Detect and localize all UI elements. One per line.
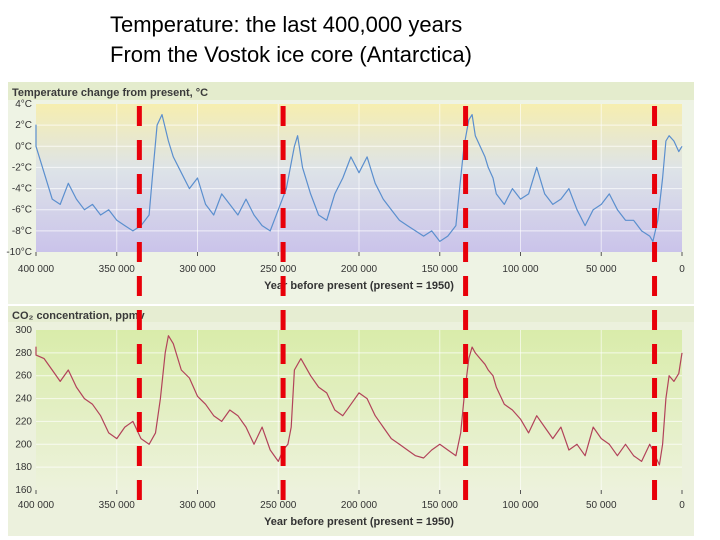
temp-y-tick-label: -10°C bbox=[6, 247, 32, 258]
slide-title-line-2: From the Vostok ice core (Antarctica) bbox=[110, 42, 472, 67]
co2-y-tick-label: 240 bbox=[15, 394, 32, 405]
temperature-panel-header bbox=[8, 82, 694, 100]
co2-x-tick-label: 50 000 bbox=[586, 500, 617, 511]
temp-series-line bbox=[35, 113, 683, 242]
co2-x-tick-label: 250 000 bbox=[260, 500, 297, 511]
co2-panel-header bbox=[8, 306, 694, 322]
temp-y-tick-label: -6°C bbox=[12, 205, 32, 216]
temp-y-tick-label: -8°C bbox=[12, 226, 32, 237]
temp-x-tick-label: 200 000 bbox=[341, 264, 378, 275]
co2-x-tick-labels: 400 000 350 000 300 000 250 000 200 000 150 0… bbox=[18, 500, 685, 511]
temp-x-tick-label: 100 000 bbox=[502, 264, 539, 275]
temp-y-tick-label: 0°C bbox=[15, 141, 32, 152]
temp-y-tick-label: -4°C bbox=[12, 184, 32, 195]
co2-x-tick-label: 300 000 bbox=[179, 500, 216, 511]
temperature-chart-title: Temperature change from present, °C bbox=[12, 87, 208, 99]
temp-x-tick-label: 0 bbox=[679, 264, 685, 275]
co2-chart-panel: 300 280 260 240 220 200 180 160 400 000 350 000 3… bbox=[8, 306, 694, 536]
temperature-gridlines bbox=[35, 104, 683, 256]
temp-x-tick-label: 150 000 bbox=[422, 264, 459, 275]
temperature-series bbox=[35, 113, 683, 242]
co2-series-line bbox=[35, 335, 683, 466]
slide-title: Temperature: the last 400,000 years From… bbox=[110, 10, 472, 70]
co2-gridlines bbox=[35, 330, 683, 494]
co2-x-tick-label: 350 000 bbox=[99, 500, 136, 511]
temp-y-tick-label: 4°C bbox=[15, 99, 32, 110]
co2-y-tick-label: 260 bbox=[15, 371, 32, 382]
co2-chart-title: CO₂ concentration, ppmv bbox=[12, 310, 146, 322]
temperature-x-tick-labels: 400 000 350 000 300 000 250 000 200 000 150 0… bbox=[18, 264, 685, 275]
co2-x-tick-label: 0 bbox=[679, 500, 685, 511]
slide-title-line-1: Temperature: the last 400,000 years bbox=[110, 12, 463, 37]
co2-x-axis-label: Year before present (present = 1950) bbox=[264, 516, 454, 528]
temp-x-tick-label: 250 000 bbox=[260, 264, 297, 275]
glacial-termination-markers bbox=[136, 106, 658, 514]
temp-x-tick-label: 50 000 bbox=[586, 264, 617, 275]
temperature-x-axis-label: Year before present (present = 1950) bbox=[264, 280, 454, 292]
co2-x-tick-label: 100 000 bbox=[502, 500, 539, 511]
co2-y-tick-label: 300 bbox=[15, 325, 32, 336]
temperature-y-tick-labels: 4°C 2°C 0°C -2°C -4°C -6°C -8°C -10°C bbox=[6, 99, 32, 258]
temp-y-tick-label: -2°C bbox=[12, 162, 32, 173]
co2-y-tick-label: 160 bbox=[15, 485, 32, 496]
temp-x-tick-label: 300 000 bbox=[179, 264, 216, 275]
co2-x-tick-label: 200 000 bbox=[341, 500, 378, 511]
co2-series bbox=[35, 335, 683, 466]
co2-y-tick-labels: 300 280 260 240 220 200 180 160 bbox=[15, 325, 32, 496]
temperature-chart-panel: 4°C 2°C 0°C -2°C -4°C -6°C -8°C -10°C 400 000 35… bbox=[6, 82, 694, 304]
co2-x-tick-label: 400 000 bbox=[18, 500, 55, 511]
co2-y-tick-label: 220 bbox=[15, 416, 32, 427]
temp-y-tick-label: 2°C bbox=[15, 120, 32, 131]
co2-x-tick-label: 150 000 bbox=[422, 500, 459, 511]
temp-x-tick-label: 400 000 bbox=[18, 264, 55, 275]
co2-y-tick-label: 200 bbox=[15, 439, 32, 450]
co2-y-tick-label: 280 bbox=[15, 348, 32, 359]
co2-y-tick-label: 180 bbox=[15, 462, 32, 473]
temp-x-tick-label: 350 000 bbox=[99, 264, 136, 275]
